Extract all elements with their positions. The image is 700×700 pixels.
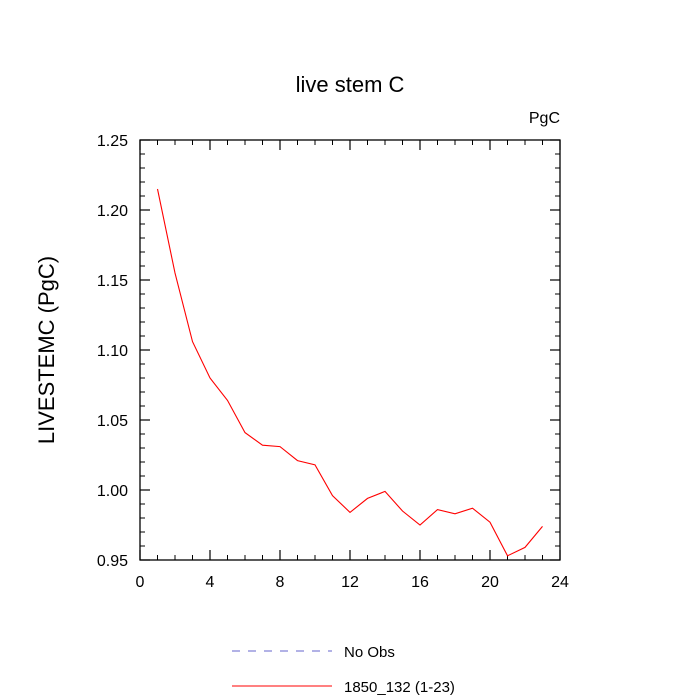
chart-title: live stem C <box>296 72 405 97</box>
x-tick-label: 12 <box>341 574 359 591</box>
plot-frame <box>139 139 561 561</box>
y-tick-label: 1.05 <box>97 413 128 430</box>
x-tick-label: 20 <box>481 574 499 591</box>
x-tick-label: 4 <box>206 574 215 591</box>
y-tick-label: 1.15 <box>97 273 128 290</box>
axes <box>139 139 561 561</box>
y-tick-label: 1.10 <box>97 343 128 360</box>
y-axis-label: LIVESTEMC (PgC) <box>34 256 59 444</box>
x-tick-label: 8 <box>276 574 285 591</box>
legend: No Obs 1850_132 (1-23) <box>232 644 455 696</box>
series-lines <box>156 188 543 557</box>
x-tick-label: 0 <box>136 574 145 591</box>
legend-label: 1850_132 (1-23) <box>344 679 455 696</box>
y-tick-label: 1.20 <box>97 203 128 220</box>
x-tick-label: 24 <box>551 574 569 591</box>
y-tick-label: 1.00 <box>97 483 128 500</box>
y-tick-label: 1.25 <box>97 133 128 150</box>
units-label: PgC <box>529 110 560 127</box>
y-tick-label: 0.95 <box>97 553 128 570</box>
series-line <box>156 188 543 557</box>
x-tick-label: 16 <box>411 574 429 591</box>
axis-ticks: 0 4 8 12 16 20 24 0.95 1.00 1.05 1.10 1.15 1.20 1.25 <box>97 133 569 591</box>
legend-label: No Obs <box>344 644 395 661</box>
